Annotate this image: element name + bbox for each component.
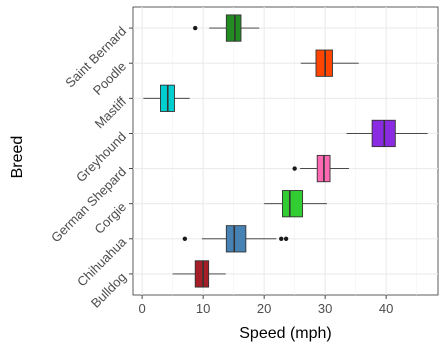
- x-tick-label: 30: [318, 301, 332, 316]
- outlier-point: [182, 236, 188, 242]
- box-poodle: [300, 49, 359, 77]
- box-corgie: [264, 190, 327, 218]
- box-layer: [143, 14, 428, 288]
- x-axis-title: Speed (mph): [239, 325, 332, 342]
- outlier-point: [292, 166, 297, 171]
- box-greyhound: [346, 119, 428, 148]
- outlier-point: [283, 236, 289, 242]
- x-tick-label: 10: [196, 301, 210, 316]
- x-tick-label: 20: [257, 301, 271, 316]
- box-body: [225, 14, 242, 42]
- box-body: [282, 190, 304, 218]
- outlier-point: [279, 236, 284, 242]
- box-body: [225, 225, 247, 253]
- y-axis-title: Breed: [9, 136, 26, 179]
- box-body: [194, 260, 210, 288]
- box-german-shepard: [292, 154, 349, 183]
- box-mastiff: [143, 84, 190, 112]
- box-body: [315, 49, 333, 77]
- x-tick-label: 0: [139, 301, 146, 316]
- box-saint-bernard: [193, 14, 260, 42]
- x-tick-label: 40: [379, 301, 393, 316]
- outlier-point: [193, 25, 198, 31]
- box-chihuahua: [182, 225, 289, 253]
- y-tick-label: Mastiff: [92, 94, 130, 132]
- box-bulldog: [172, 260, 226, 288]
- panel-background: [132, 6, 439, 296]
